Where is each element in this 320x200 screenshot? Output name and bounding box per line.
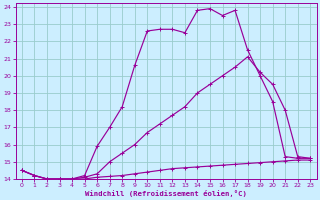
X-axis label: Windchill (Refroidissement éolien,°C): Windchill (Refroidissement éolien,°C) (85, 190, 247, 197)
